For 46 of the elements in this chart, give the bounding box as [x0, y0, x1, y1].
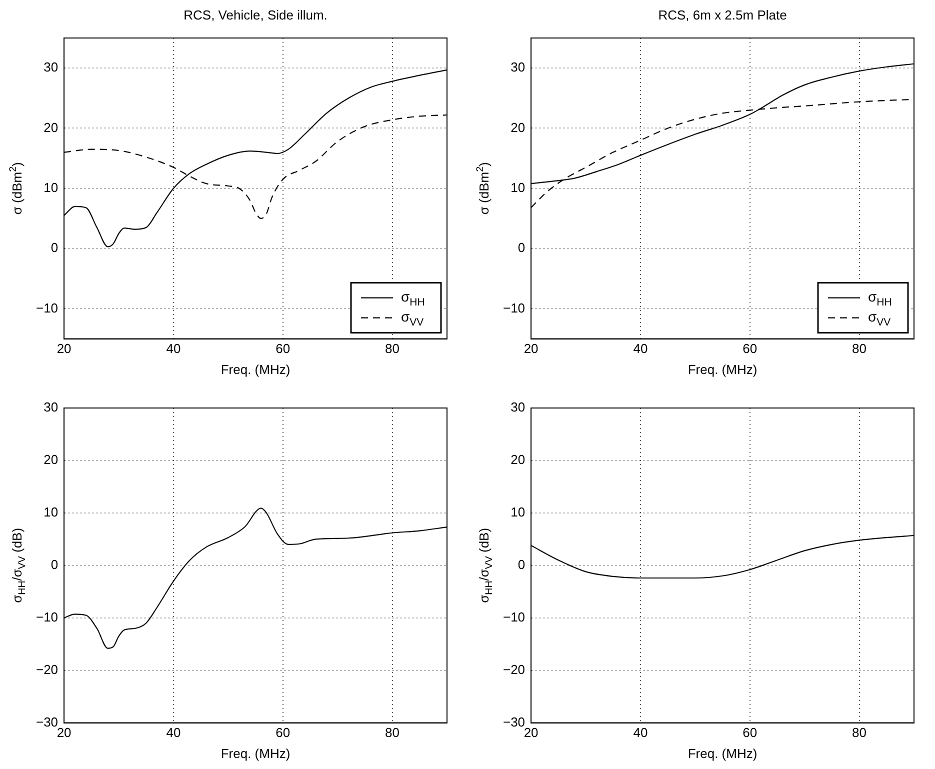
y-tick-label: 30 [510, 400, 526, 415]
x-tick-label: 40 [633, 341, 648, 356]
x-tick-label: 60 [742, 341, 758, 356]
y-axis-title: σ (dBm2) [475, 162, 492, 215]
y-tick-label: −30 [502, 714, 526, 730]
y-tick-label: −10 [36, 609, 58, 624]
x-tick-label: 40 [166, 725, 181, 740]
y-tick-label: −10 [502, 609, 526, 624]
y-tick-label: 0 [50, 556, 58, 572]
y-tick-label: −10 [502, 300, 526, 316]
y-tick-label: 30 [510, 60, 526, 75]
y-axis-title: σHH/σVV (dB) [476, 528, 496, 603]
y-tick-label: −30 [36, 714, 58, 730]
y-tick-label: 30 [44, 60, 58, 75]
x-tick-label: 60 [276, 341, 290, 356]
y-tick-label: −20 [502, 662, 526, 677]
y-tick-label: 10 [44, 504, 58, 520]
x-tick-label: 40 [633, 725, 648, 740]
y-axis-title: σHH/σVV (dB) [10, 528, 28, 603]
y-tick-label: 20 [510, 452, 526, 468]
x-tick-label: 60 [276, 725, 290, 740]
y-tick-label: 0 [50, 240, 58, 256]
x-axis-title: Freq. (MHz) [220, 746, 290, 761]
x-tick-label: 40 [166, 341, 181, 356]
x-axis-title: Freq. (MHz) [220, 362, 290, 377]
x-tick-label: 80 [385, 341, 400, 356]
x-tick-label: 80 [852, 341, 867, 356]
x-axis-title: Freq. (MHz) [688, 362, 758, 377]
x-tick-label: 80 [852, 725, 867, 740]
chart-title: RCS, 6m x 2.5m Plate [658, 8, 787, 23]
y-tick-label: 0 [518, 556, 526, 572]
y-tick-label: 10 [510, 180, 526, 195]
y-tick-label: −20 [36, 662, 58, 677]
y-tick-label: 30 [44, 400, 58, 415]
y-tick-label: 20 [44, 120, 58, 135]
y-axis-title: σ (dBm2) [8, 162, 25, 215]
y-tick-label: 0 [518, 240, 526, 256]
y-tick-label: 10 [510, 504, 526, 520]
y-tick-label: −10 [36, 300, 58, 316]
y-tick-label: 20 [510, 120, 526, 135]
chart-title: RCS, Vehicle, Side illum. [184, 8, 328, 23]
x-tick-label: 60 [742, 725, 758, 740]
x-tick-label: 80 [385, 725, 400, 740]
x-axis-title: Freq. (MHz) [688, 746, 758, 761]
y-tick-label: 20 [44, 452, 58, 468]
y-tick-label: 10 [44, 180, 58, 195]
